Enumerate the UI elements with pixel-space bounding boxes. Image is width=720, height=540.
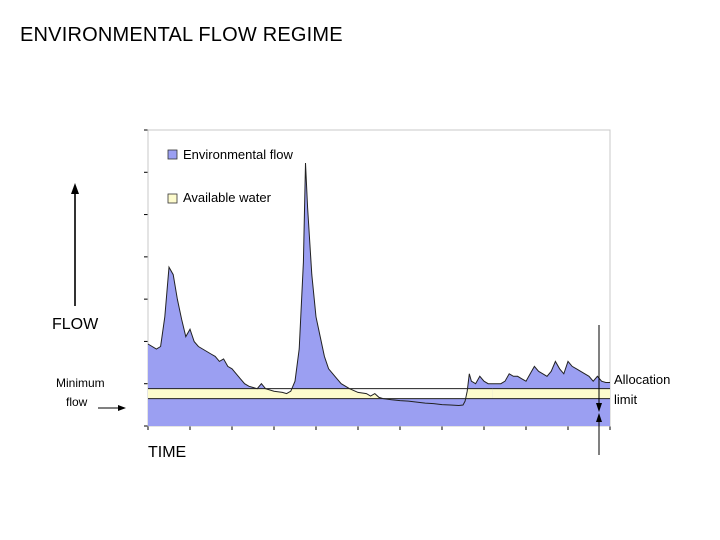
available-water-band-1	[492, 388, 610, 399]
legend: Environmental flow Available water	[167, 147, 293, 205]
allocation-limit-label-line1: Allocation	[614, 372, 670, 387]
minimum-flow-label-line2: flow	[66, 395, 88, 409]
minimum-flow-band	[148, 398, 610, 426]
allocation-arrow-down-head	[596, 403, 602, 412]
allocation-arrow-up-head	[596, 413, 602, 422]
y-axis	[144, 129, 149, 427]
legend-label-environmental-flow: Environmental flow	[183, 147, 293, 162]
legend-swatch-environmental-flow	[167, 149, 178, 160]
flow-arrow-head	[71, 183, 79, 194]
x-axis	[147, 425, 611, 430]
x-axis-label: TIME	[148, 444, 186, 461]
minimum-flow-annotation: Minimum flow	[56, 376, 126, 411]
plot-area	[147, 129, 611, 427]
allocation-limit-label-line2: limit	[614, 392, 637, 407]
flow-axis-indicator: FLOW	[52, 183, 99, 333]
legend-label-available-water: Available water	[183, 190, 272, 205]
y-axis-label: FLOW	[52, 316, 99, 333]
minimum-flow-label-line1: Minimum	[56, 376, 105, 390]
slide-title: ENVIRONMENTAL FLOW REGIME	[20, 24, 343, 46]
hydrograph-line	[147, 162, 610, 407]
legend-swatch-available-water	[167, 193, 178, 204]
allocation-limit-annotation: Allocation limit	[596, 325, 670, 455]
minimum-flow-arrow-head	[118, 405, 126, 411]
available-water-band-0	[148, 388, 493, 399]
